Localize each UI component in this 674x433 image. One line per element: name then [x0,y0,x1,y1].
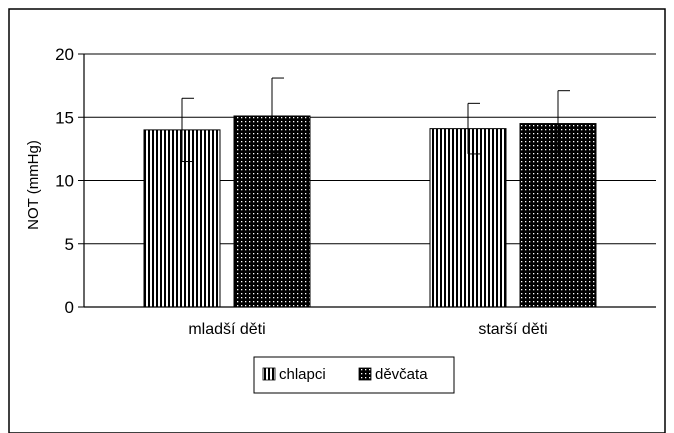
x-category-label-1: starší děti [478,321,547,338]
x-category-labels: mladší děti starší děti [188,321,547,338]
y-tick-label-5: 5 [65,235,74,254]
legend: chlapci děvčata [253,356,455,394]
bar-děvčata-1 [519,123,597,308]
x-category-label-0: mladší děti [188,321,265,338]
y-axis-label: NOT (mmHg) [25,140,42,230]
bar-chlapci-1 [429,128,507,308]
legend-label-devcata: děvčata [375,366,428,383]
y-tick-label-20: 20 [55,45,74,64]
legend-label-chlapci: chlapci [279,366,326,383]
y-tick-label-15: 15 [55,108,74,127]
error-bars [181,77,570,163]
axes [78,53,656,308]
legend-box [253,356,455,394]
legend-swatch-chlapci [262,367,276,381]
y-tick-label-0: 0 [65,298,74,317]
legend-swatch-devcata [358,367,372,381]
y-tick-labels: 0 5 10 15 20 [55,45,74,317]
y-tick-label-10: 10 [55,172,74,191]
